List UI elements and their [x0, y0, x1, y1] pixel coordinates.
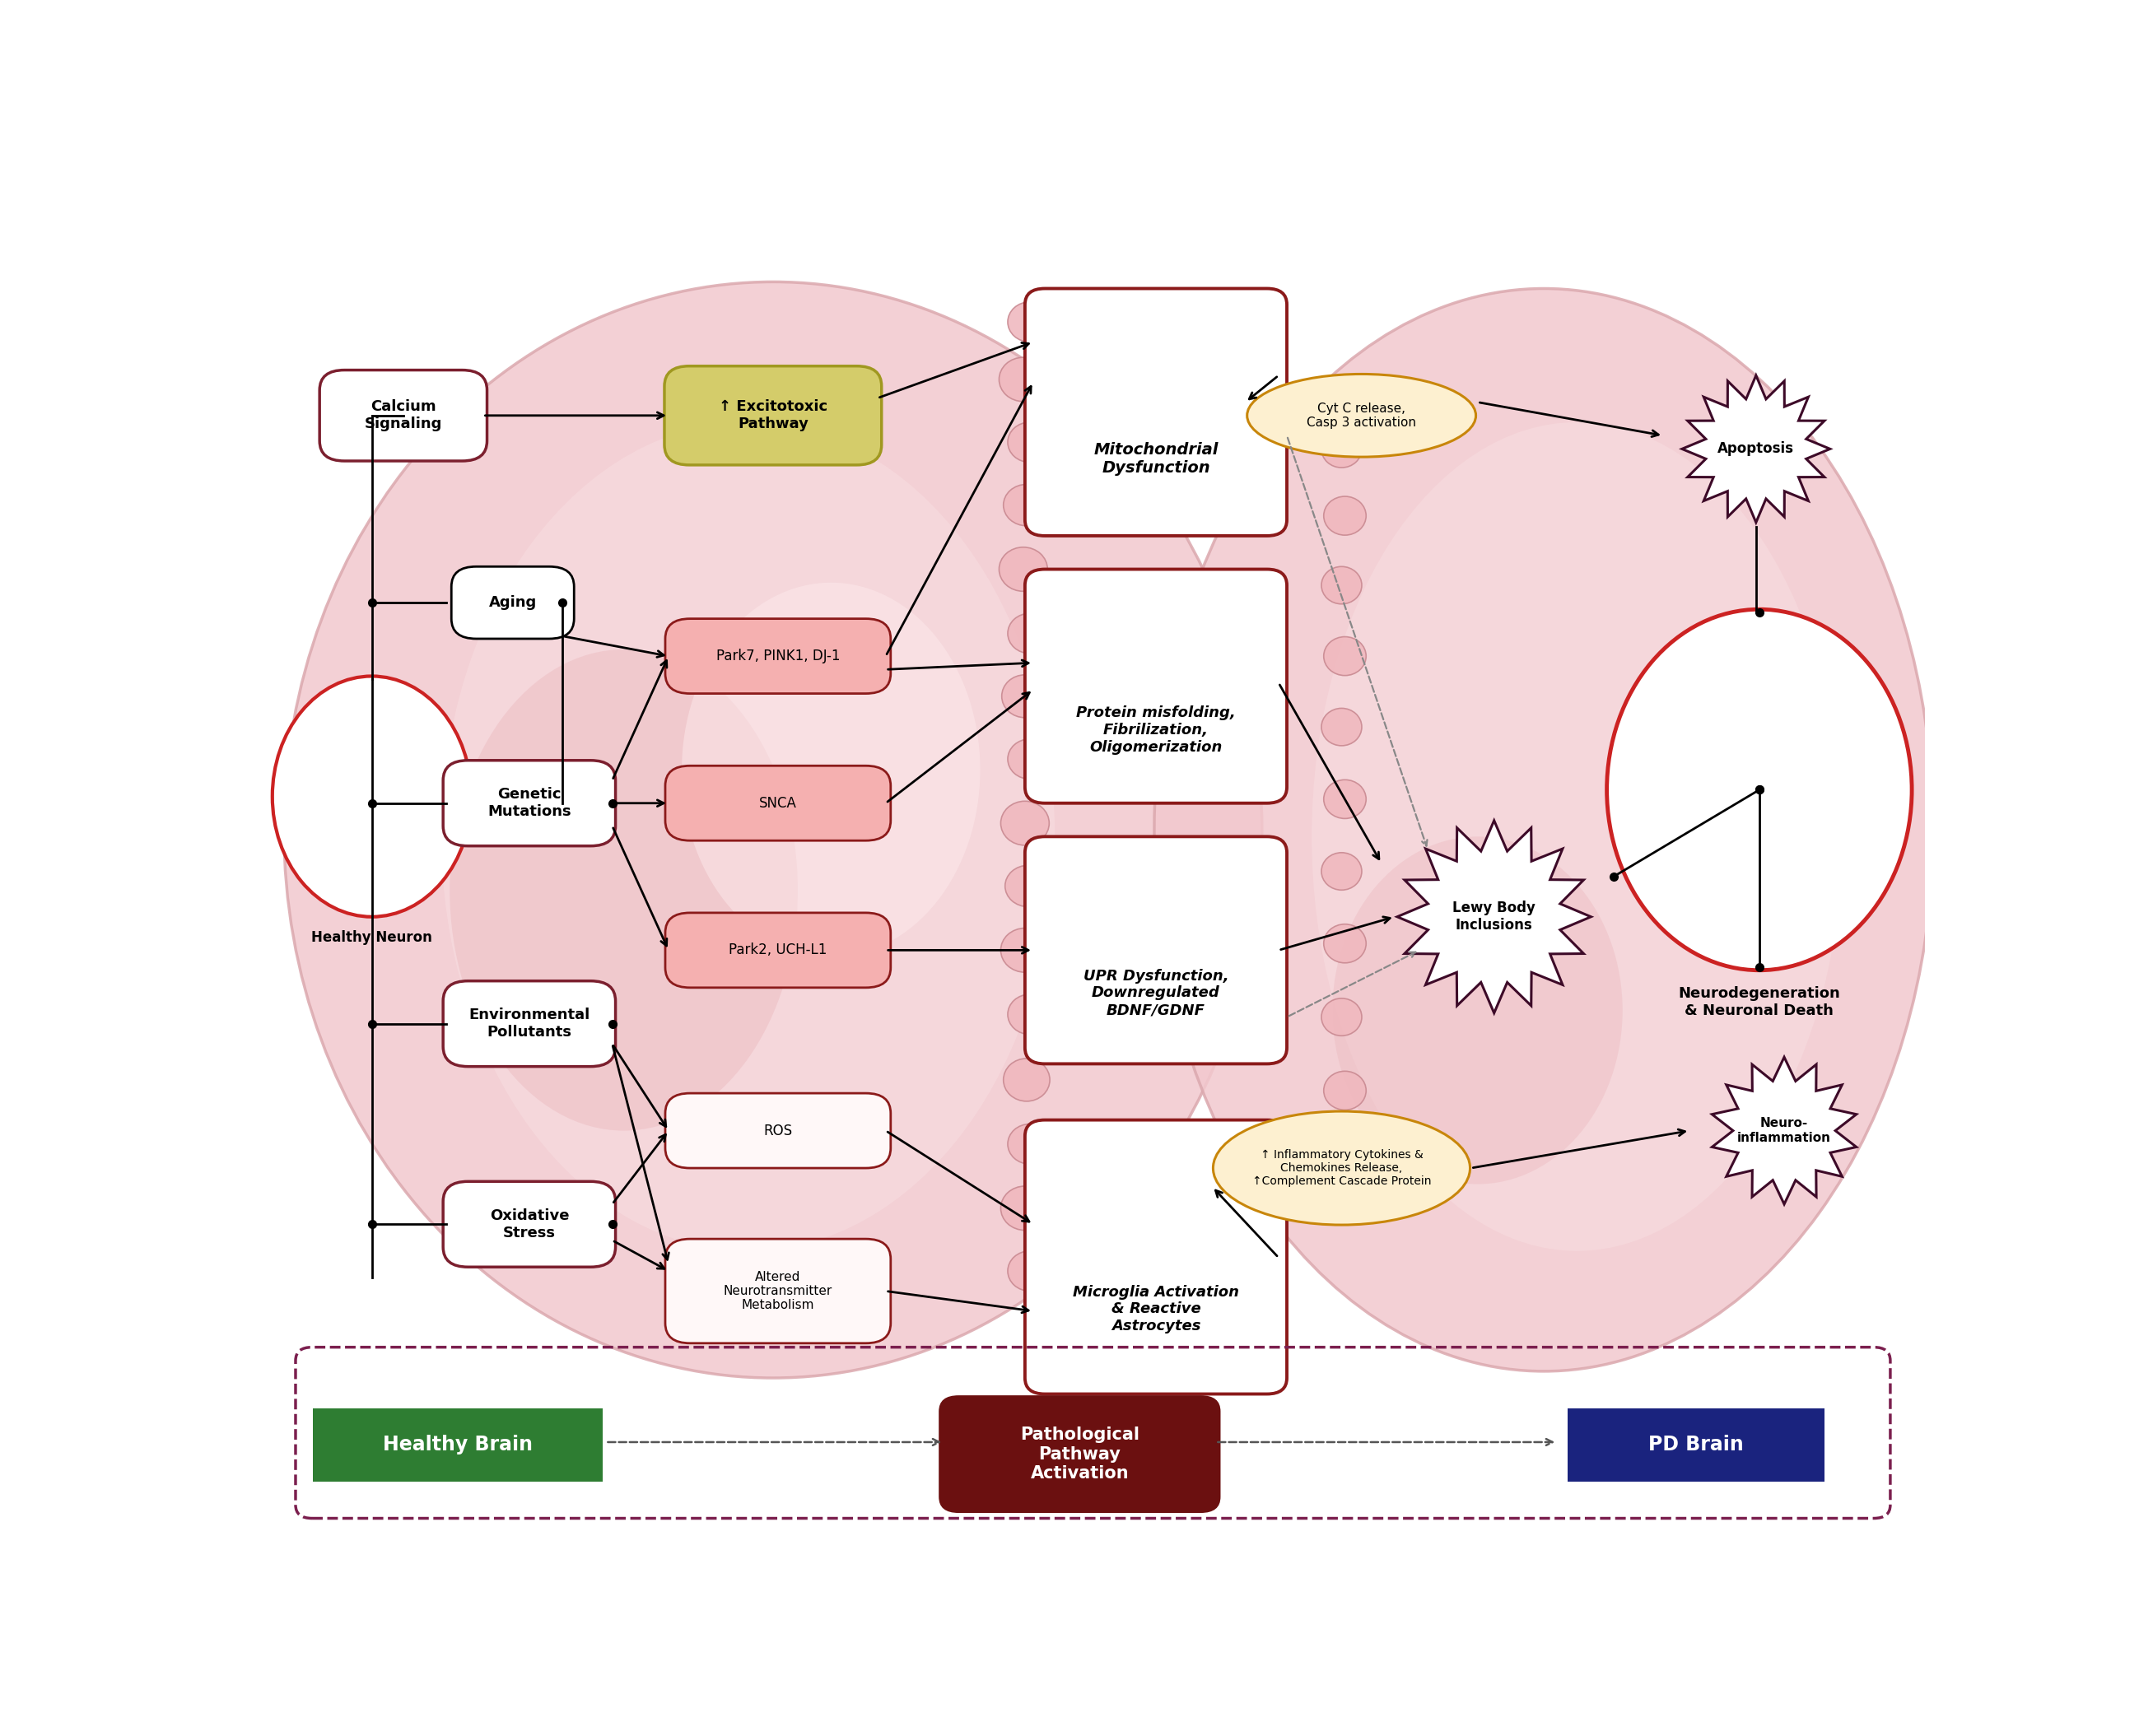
Ellipse shape: [1311, 422, 1842, 1252]
Ellipse shape: [1324, 496, 1367, 535]
Ellipse shape: [1007, 740, 1052, 779]
Ellipse shape: [1333, 837, 1624, 1184]
Text: Lewy Body
Inclusions: Lewy Body Inclusions: [1452, 901, 1536, 932]
Text: Apoptosis: Apoptosis: [1718, 441, 1795, 457]
Ellipse shape: [1155, 288, 1934, 1371]
Text: Healthy Neuron: Healthy Neuron: [312, 930, 432, 944]
Polygon shape: [1681, 375, 1831, 523]
Ellipse shape: [1324, 779, 1367, 819]
Ellipse shape: [1007, 302, 1052, 342]
Ellipse shape: [272, 675, 471, 917]
Text: Genetic
Mutations: Genetic Mutations: [488, 786, 571, 819]
FancyBboxPatch shape: [665, 366, 881, 465]
Ellipse shape: [1007, 422, 1052, 462]
FancyBboxPatch shape: [1025, 1120, 1288, 1394]
Ellipse shape: [1322, 998, 1363, 1036]
Ellipse shape: [999, 547, 1048, 592]
Ellipse shape: [449, 649, 798, 1130]
FancyBboxPatch shape: [443, 981, 616, 1066]
FancyBboxPatch shape: [665, 913, 890, 988]
Text: Altered
Neurotransmitter
Metabolism: Altered Neurotransmitter Metabolism: [723, 1271, 832, 1312]
FancyBboxPatch shape: [319, 370, 488, 462]
Ellipse shape: [284, 281, 1262, 1378]
FancyBboxPatch shape: [665, 1094, 890, 1168]
Ellipse shape: [1001, 1186, 1048, 1231]
Ellipse shape: [441, 422, 1055, 1252]
Ellipse shape: [1324, 637, 1367, 675]
Text: Environmental
Pollutants: Environmental Pollutants: [468, 1009, 590, 1040]
FancyBboxPatch shape: [1025, 569, 1288, 804]
Ellipse shape: [999, 358, 1048, 401]
Ellipse shape: [1007, 995, 1052, 1035]
Ellipse shape: [1007, 1252, 1052, 1292]
Text: UPR Dysfunction,
Downregulated
BDNF/GDNF: UPR Dysfunction, Downregulated BDNF/GDNF: [1082, 969, 1228, 1017]
Ellipse shape: [1322, 1146, 1363, 1182]
FancyBboxPatch shape: [665, 766, 890, 840]
FancyBboxPatch shape: [665, 1240, 890, 1344]
Polygon shape: [1397, 821, 1591, 1014]
FancyBboxPatch shape: [939, 1396, 1221, 1514]
Ellipse shape: [1322, 708, 1363, 746]
Text: PD Brain: PD Brain: [1649, 1436, 1743, 1455]
Text: Mitochondrial
Dysfunction: Mitochondrial Dysfunction: [1093, 443, 1219, 476]
Ellipse shape: [1001, 929, 1048, 972]
FancyBboxPatch shape: [443, 1182, 616, 1267]
Text: Aging: Aging: [488, 595, 537, 609]
Ellipse shape: [1322, 566, 1363, 604]
Text: Neuro-
inflammation: Neuro- inflammation: [1737, 1118, 1831, 1144]
Ellipse shape: [1007, 1123, 1052, 1165]
Text: ↑ Inflammatory Cytokines &
Chemokines Release,
↑Complement Cascade Protein: ↑ Inflammatory Cytokines & Chemokines Re…: [1251, 1149, 1431, 1187]
Text: Park7, PINK1, DJ-1: Park7, PINK1, DJ-1: [717, 649, 841, 663]
FancyBboxPatch shape: [312, 1408, 603, 1481]
FancyBboxPatch shape: [665, 618, 890, 694]
Text: Calcium
Signaling: Calcium Signaling: [364, 399, 443, 432]
Text: ROS: ROS: [764, 1123, 791, 1139]
Ellipse shape: [1324, 924, 1367, 963]
Ellipse shape: [1322, 431, 1363, 467]
FancyBboxPatch shape: [1025, 288, 1288, 536]
Ellipse shape: [1003, 484, 1050, 526]
Ellipse shape: [682, 583, 980, 957]
Ellipse shape: [1247, 373, 1476, 457]
Text: Microglia Activation
& Reactive
Astrocytes: Microglia Activation & Reactive Astrocyt…: [1074, 1285, 1238, 1333]
Ellipse shape: [1324, 1071, 1367, 1109]
Text: Oxidative
Stress: Oxidative Stress: [490, 1208, 569, 1240]
Ellipse shape: [1606, 609, 1912, 970]
Ellipse shape: [1003, 1059, 1050, 1101]
Ellipse shape: [1322, 852, 1363, 891]
FancyBboxPatch shape: [443, 760, 616, 845]
Text: Pathological
Pathway
Activation: Pathological Pathway Activation: [1020, 1427, 1140, 1481]
FancyBboxPatch shape: [1025, 837, 1288, 1064]
Polygon shape: [1711, 1057, 1857, 1205]
Text: Cyt C release,
Casp 3 activation: Cyt C release, Casp 3 activation: [1307, 403, 1416, 429]
FancyBboxPatch shape: [1568, 1408, 1825, 1481]
Text: Neurodegeneration
& Neuronal Death: Neurodegeneration & Neuronal Death: [1679, 986, 1840, 1019]
Text: ↑ Excitotoxic
Pathway: ↑ Excitotoxic Pathway: [719, 399, 828, 432]
Text: SNCA: SNCA: [759, 795, 798, 811]
Text: Healthy Brain: Healthy Brain: [383, 1436, 533, 1455]
Ellipse shape: [1001, 675, 1048, 717]
Ellipse shape: [1213, 1111, 1469, 1226]
Ellipse shape: [1005, 865, 1052, 906]
FancyBboxPatch shape: [451, 566, 573, 639]
Ellipse shape: [1007, 613, 1052, 653]
Ellipse shape: [1001, 800, 1048, 845]
Text: Park2, UCH-L1: Park2, UCH-L1: [729, 943, 828, 958]
Text: Protein misfolding,
Fibrilization,
Oligomerization: Protein misfolding, Fibrilization, Oligo…: [1076, 707, 1236, 755]
